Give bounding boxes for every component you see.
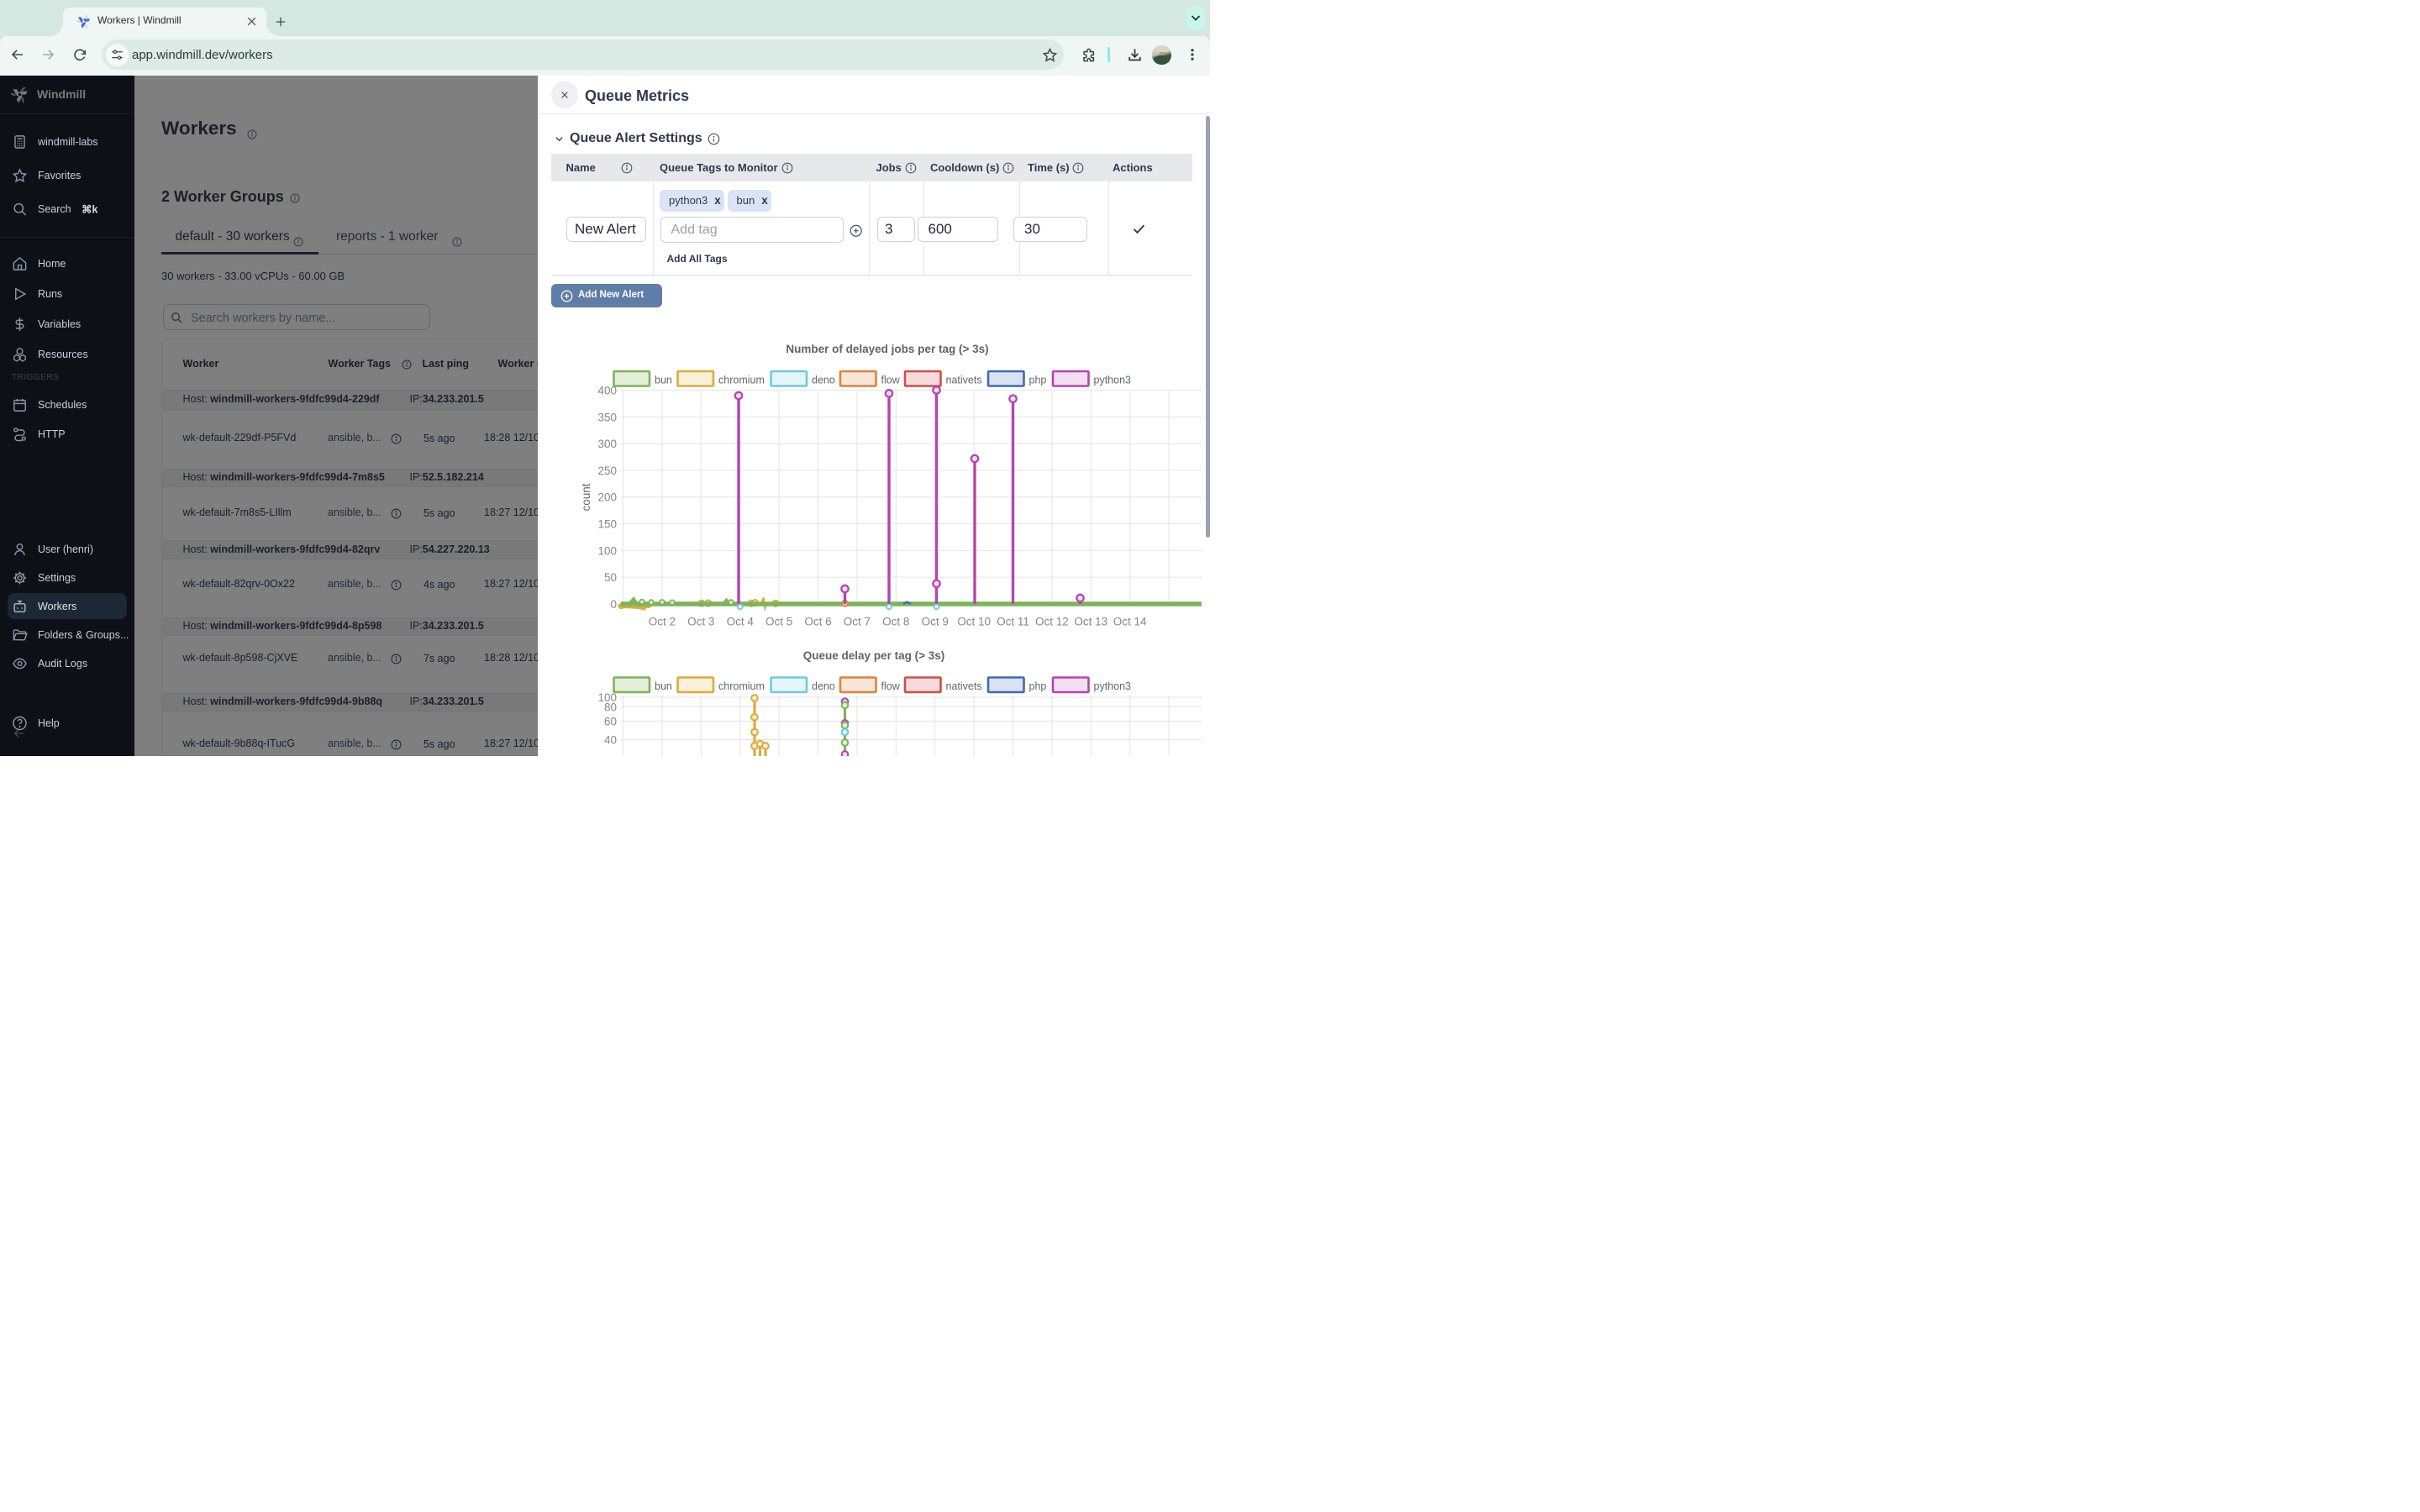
svg-text:50: 50 [604,571,617,584]
svg-text:Oct 8: Oct 8 [882,616,909,628]
svg-text:350: 350 [597,411,617,423]
svg-text:0: 0 [610,598,617,611]
svg-text:flow: flow [881,680,901,692]
svg-text:Oct 14: Oct 14 [1113,616,1147,628]
svg-text:python3: python3 [1094,375,1132,386]
svg-text:Oct 3: Oct 3 [687,616,714,628]
svg-text:bun: bun [655,680,672,692]
svg-text:python3: python3 [1094,680,1132,692]
svg-text:Oct 13: Oct 13 [1074,616,1107,628]
svg-text:php: php [1029,680,1047,692]
svg-text:200: 200 [597,491,617,504]
svg-text:Oct 2: Oct 2 [649,616,676,628]
svg-text:100: 100 [597,544,617,557]
svg-text:Oct 10: Oct 10 [957,616,991,628]
svg-text:150: 150 [597,518,617,531]
svg-text:80: 80 [604,701,617,714]
svg-text:Oct 5: Oct 5 [765,616,792,628]
svg-text:Oct 11: Oct 11 [997,616,1029,628]
svg-text:250: 250 [597,465,617,477]
svg-text:deno: deno [812,680,835,692]
svg-text:400: 400 [597,385,617,397]
svg-text:300: 300 [597,438,617,450]
svg-text:flow: flow [881,375,901,386]
svg-text:60: 60 [604,716,617,728]
svg-text:chromium: chromium [718,680,765,692]
svg-text:100: 100 [597,691,617,704]
svg-text:bun: bun [655,375,672,386]
svg-text:Oct 12: Oct 12 [1035,616,1069,628]
svg-text:deno: deno [812,375,835,386]
svg-text:40: 40 [604,734,617,747]
svg-text:nativets: nativets [946,375,982,386]
svg-text:nativets: nativets [946,680,982,692]
svg-text:count: count [580,483,592,511]
svg-text:Oct 4: Oct 4 [727,616,755,628]
svg-text:Number of delayed jobs per tag: Number of delayed jobs per tag (> 3s) [786,343,988,355]
svg-text:Oct 9: Oct 9 [922,616,949,628]
svg-text:Oct 6: Oct 6 [804,616,831,628]
svg-text:php: php [1029,375,1047,386]
svg-text:Queue delay per tag (> 3s): Queue delay per tag (> 3s) [803,649,944,662]
svg-text:chromium: chromium [718,375,765,386]
svg-text:Oct 7: Oct 7 [844,616,871,628]
